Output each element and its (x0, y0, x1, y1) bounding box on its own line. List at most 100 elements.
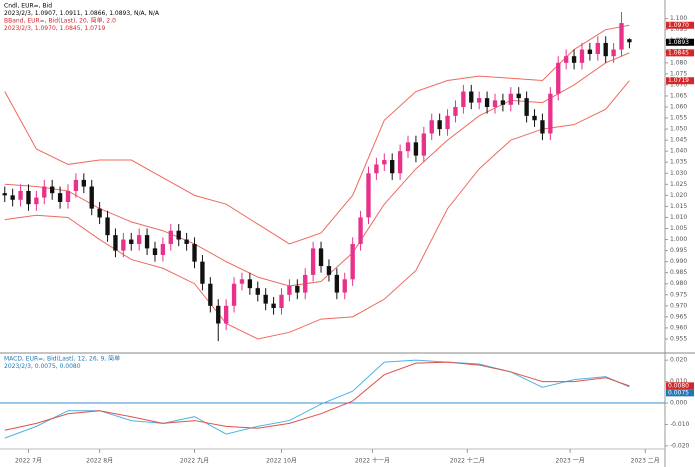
candle-body (89, 186, 94, 209)
candle-body (477, 98, 482, 103)
candle-body (208, 283, 213, 306)
line-series (4, 361, 630, 431)
line-series (4, 359, 630, 439)
x-tick-label: 2023 二月 (631, 458, 660, 465)
candle-body (184, 239, 189, 244)
candle-body (500, 100, 506, 105)
price-badge (666, 382, 694, 390)
candle-body (263, 294, 268, 304)
candle-body (429, 120, 434, 134)
candle-body (524, 98, 529, 116)
x-tick-label: 2022 九月 (180, 457, 209, 465)
candle-body (326, 266, 332, 275)
y-tick-label: 1.060 (670, 103, 687, 110)
candle-body (287, 285, 292, 295)
candle-body (492, 100, 498, 107)
candle-body (595, 42, 600, 54)
candle-body (152, 248, 158, 256)
candle-body (358, 217, 363, 244)
candle-body (105, 217, 110, 236)
candle-body (136, 235, 142, 244)
candle-body (342, 279, 347, 293)
candle-body (192, 243, 197, 262)
candle-body (247, 279, 253, 289)
bollinger-middle (4, 52, 630, 287)
candle-body (334, 274, 340, 293)
candle-body (579, 49, 585, 63)
price-badge-label: 1.0970 (668, 22, 689, 29)
y-tick-label: 1.075 (670, 70, 687, 77)
candle-body (461, 91, 466, 107)
candle-body (2, 193, 7, 196)
candle-body (405, 142, 411, 152)
candle-body (255, 288, 260, 295)
y-tick-label: 1.005 (670, 225, 687, 232)
candle-body (176, 230, 181, 240)
candle-body (366, 173, 371, 218)
y-tick-label: 0.985 (670, 269, 687, 276)
x-tick-label: 2022 10月 (266, 458, 297, 465)
candle-body (42, 186, 47, 198)
candle-body (445, 115, 450, 130)
legend-text: Cndl, EUR=, Bid (4, 3, 52, 10)
y-tick-label: 1.010 (670, 214, 687, 221)
price-badge (666, 77, 694, 85)
candle-body (168, 230, 173, 244)
candle-body (160, 243, 166, 256)
candle-body (271, 303, 276, 309)
candle-body (374, 164, 379, 174)
candle-body (121, 239, 126, 251)
candle-body (318, 248, 324, 267)
y-tick-label: 1.100 (670, 15, 687, 22)
candle-body (303, 274, 308, 293)
legend-text: 2023/2/3, 1.0907, 1.0911, 1.0866, 1.0893… (4, 10, 160, 17)
price-badge-label: 0.0080 (668, 382, 689, 389)
candle-body (113, 235, 118, 251)
y-tick-label: 1.065 (670, 92, 687, 99)
candle-body (619, 23, 624, 50)
y-tick-label: -0.020 (670, 442, 690, 449)
candle-body (548, 93, 553, 134)
candle-body (382, 160, 387, 165)
candle-body (350, 243, 355, 280)
candle-body (484, 98, 490, 107)
y-tick-label: 0.990 (670, 258, 687, 265)
candle-body (81, 179, 86, 187)
candle-body (26, 190, 31, 205)
price-badge-label: 1.0719 (668, 77, 689, 84)
candle-body (144, 235, 150, 249)
x-tick-label: 2022 7月 (15, 458, 42, 465)
candle-body (231, 283, 237, 306)
x-tick-label: 2022 十二月 (450, 457, 485, 465)
candle-body (97, 208, 102, 218)
candle-body (469, 91, 474, 103)
candle-body (57, 193, 63, 202)
candle-body (390, 160, 395, 174)
candle-body (437, 120, 442, 130)
candle-body (34, 197, 39, 205)
y-tick-label: 0.000 (670, 400, 687, 407)
candle-body (216, 305, 221, 324)
y-tick-label: 0.965 (670, 313, 687, 320)
bollinger-lower (4, 80, 630, 340)
y-tick-label: 1.055 (670, 115, 687, 122)
price-badge-label: 1.0845 (668, 49, 689, 56)
price-badge (666, 21, 694, 29)
price-badge-label: 0.0075 (668, 389, 689, 396)
y-tick-label: 0.970 (670, 302, 687, 309)
candle-body (397, 151, 403, 174)
legend-text: BBand, EUR=, Bid(Last), 20, 简单, 2.0 (4, 17, 116, 25)
candle-body (295, 285, 300, 293)
candle-body (223, 305, 229, 324)
candle-body (532, 115, 537, 121)
y-tick-label: 1.035 (670, 159, 687, 166)
candle-body (73, 179, 79, 191)
y-tick-label: 1.015 (670, 203, 687, 210)
candle-body (508, 93, 513, 105)
candle-body (50, 186, 55, 194)
y-tick-label: 1.050 (670, 126, 687, 133)
candle-body (421, 133, 427, 156)
candle-body (611, 49, 616, 57)
